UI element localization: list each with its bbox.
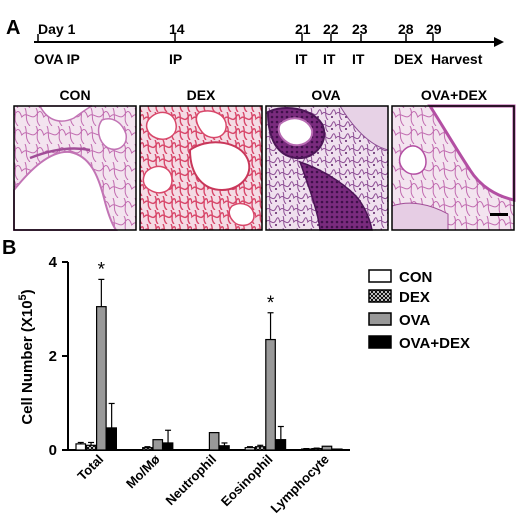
micrograph-label-con: CON (59, 87, 90, 103)
panel-b-label: B (2, 237, 16, 259)
timeline-arrowhead (494, 37, 504, 47)
micrograph-label-ova: OVA (311, 87, 340, 103)
timeline-day-label: 29 (426, 21, 442, 37)
legend-swatch-ovadex (368, 335, 392, 349)
bar (142, 447, 153, 451)
bar (254, 446, 266, 451)
bar-chart: 0 2 4 Total Mo/Mø NeutrophilEosinophilLymphoc… (49, 254, 350, 516)
bar (321, 445, 333, 451)
x-category-label: Eosinophil (218, 452, 276, 510)
y-tick-label: 0 (49, 442, 57, 459)
timeline: Day 1 14 21 22 23 28 29 OVA IP IP IT IT … (34, 21, 504, 67)
bar (244, 447, 256, 451)
timeline-day-label: Day 1 (38, 21, 76, 37)
micrograph-con (13, 105, 137, 231)
x-category-label: Lymphocyte (268, 452, 332, 516)
bar (106, 427, 118, 451)
legend-label-ovadex: OVA+DEX (399, 335, 470, 352)
micrograph-ovadex (391, 104, 516, 231)
micrograph-dex (139, 105, 263, 231)
micrograph-label-dex: DEX (187, 87, 216, 103)
y-tick-label: 2 (49, 348, 57, 365)
bar (265, 338, 276, 451)
legend-label-dex: DEX (399, 289, 430, 306)
timeline-treatment-label: DEX (394, 51, 423, 67)
y-tick-label: 4 (49, 254, 58, 271)
timeline-treatment-label: IT (295, 51, 308, 67)
timeline-treatment-label: Harvest (431, 51, 483, 67)
panel-a-label: A (6, 17, 20, 39)
legend-label-ova: OVA (399, 312, 431, 329)
timeline-day-label: 28 (398, 21, 414, 37)
bar (95, 306, 107, 451)
timeline-day-label: 23 (352, 21, 368, 37)
legend-swatch-dex (368, 289, 392, 303)
timeline-treatment-label: IT (323, 51, 336, 67)
timeline-treatment-label: IT (352, 51, 365, 67)
bar (162, 442, 174, 451)
timeline-day-label: 21 (295, 21, 311, 37)
timeline-treatment-label: OVA IP (34, 51, 80, 67)
x-category-label: Total (74, 452, 106, 484)
y-axis-label-sup: 5 (17, 294, 29, 300)
micrograph-label-ovadex: OVA+DEX (421, 87, 488, 103)
bar (152, 439, 164, 451)
legend-swatch-con (368, 269, 392, 283)
timeline-treatment-label: IP (169, 51, 182, 67)
y-axis-label-main: Cell Number (X10 (19, 300, 36, 424)
bar (208, 432, 220, 451)
y-axis-label-close: ) (19, 289, 36, 294)
micrograph-ova (265, 105, 389, 231)
y-axis-label: Cell Number (X105) (17, 289, 36, 424)
bar (311, 447, 322, 451)
bar (331, 448, 343, 451)
timeline-day-label: 14 (169, 21, 185, 37)
legend-swatch-ova (368, 312, 392, 326)
significance-marker: * (98, 259, 106, 280)
legend-label-con: CON (399, 269, 432, 286)
significance-marker: * (267, 293, 275, 314)
x-category-label: Neutrophil (163, 452, 220, 509)
bar (219, 445, 230, 451)
legend: CON DEX OVA OVA+DEX (368, 269, 470, 352)
bar (301, 448, 312, 451)
bar (85, 444, 97, 451)
timeline-day-label: 22 (323, 21, 339, 37)
bar (75, 443, 87, 451)
x-category-label: Mo/Mø (123, 451, 163, 491)
scale-bar (490, 213, 508, 216)
bar (275, 439, 287, 451)
